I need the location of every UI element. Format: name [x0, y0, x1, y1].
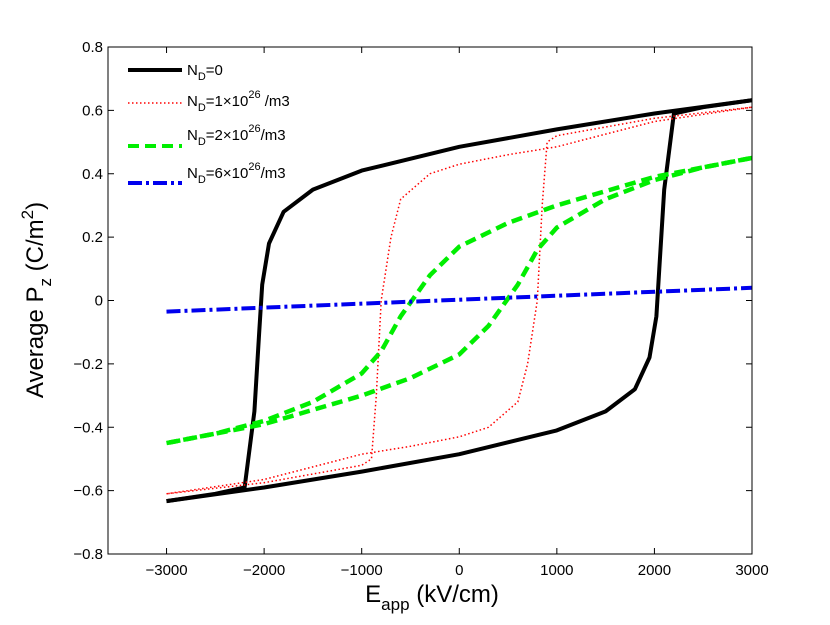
y-axis-ticks: −0.8 −0.6 −0.4 −0.2 0 0.2 0.4 0.6 0.8 [73, 39, 752, 563]
y-tick-label: −0.2 [73, 356, 103, 373]
series-nd2-branch-0 [166, 155, 752, 446]
y-tick-label: 0.2 [82, 229, 103, 246]
y-axis-title: Average Pz (C/m2) [18, 202, 55, 398]
y-tick-label: −0.6 [73, 483, 103, 500]
legend-entry-nd2: ND=2×1026/m3 [128, 123, 286, 148]
y-tick-label: 0.4 [82, 166, 103, 183]
legend-label-nd6: ND=6×1026/m3 [187, 161, 286, 186]
series-layer [166, 98, 752, 504]
y-tick-label: 0 [95, 293, 103, 310]
x-tick-label: −3000 [145, 562, 187, 579]
x-tick-label: 1000 [540, 562, 573, 579]
x-tick-label: 0 [455, 562, 463, 579]
series-nd2-branch-1 [166, 155, 752, 446]
x-axis-title: Eapp (kV/cm) [365, 581, 499, 614]
legend-label-nd1: ND=1×1026 /m3 [187, 89, 290, 114]
x-tick-label: −1000 [341, 562, 383, 579]
legend-entry-nd0: ND=0 [128, 62, 223, 83]
series-nd0-branch-1 [166, 98, 752, 504]
legend-label-nd0: ND=0 [187, 62, 223, 83]
y-tick-label: 0.8 [82, 39, 103, 56]
legend-label-nd2: ND=2×1026/m3 [187, 123, 286, 148]
legend-entry-nd1: ND=1×1026 /m3 [128, 89, 290, 114]
series-nd6-branch-0 [166, 285, 752, 314]
x-tick-label: 3000 [735, 562, 768, 579]
x-tick-label: −2000 [243, 562, 285, 579]
y-tick-label: −0.8 [73, 546, 103, 563]
x-tick-label: 2000 [638, 562, 671, 579]
x-axis-ticks: −3000 −2000 −1000 0 1000 2000 3000 [145, 47, 769, 579]
y-tick-label: 0.6 [82, 102, 103, 119]
y-tick-label: −0.4 [73, 419, 103, 436]
legend: ND=0 ND=1×1026 /m3 ND=2×1026/m3 ND=6×102… [128, 62, 290, 186]
legend-entry-nd6: ND=6×1026/m3 [128, 161, 286, 186]
series-nd0-branch-0 [166, 98, 752, 504]
